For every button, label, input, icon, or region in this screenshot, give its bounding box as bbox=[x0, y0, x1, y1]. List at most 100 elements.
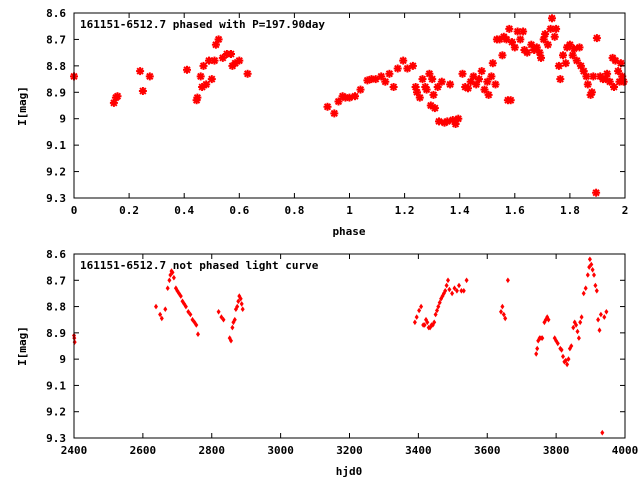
unphased-light-curve-panel: 2400 2600 2800 3000 3200 3400 3600 3800 4000 8.6 8… bbox=[16, 248, 638, 478]
unphased-data-point bbox=[592, 272, 596, 278]
unphased-data-point bbox=[596, 316, 601, 323]
phased-data-point bbox=[193, 93, 202, 102]
phased-data-point bbox=[541, 30, 550, 39]
unphased-data-point bbox=[436, 303, 441, 310]
phased-data-point bbox=[587, 88, 596, 97]
phased-data-point bbox=[552, 24, 561, 33]
unphased-data-point bbox=[587, 256, 592, 263]
unphased-y-tick-label: 8.9 bbox=[46, 327, 66, 340]
phased-data-point bbox=[356, 85, 365, 94]
unphased-y-axis-label: I[mag] bbox=[16, 326, 29, 366]
phased-data-points bbox=[70, 14, 628, 197]
phased-data-point bbox=[411, 83, 420, 91]
phased-data-point bbox=[484, 90, 493, 99]
phased-data-point bbox=[443, 117, 452, 126]
phased-data-point bbox=[480, 85, 489, 94]
unphased-data-point bbox=[585, 272, 590, 278]
unphased-data-point bbox=[559, 347, 564, 353]
unphased-data-point bbox=[604, 309, 609, 315]
phased-y-tick-label: 8.7 bbox=[46, 33, 66, 46]
unphased-data-point bbox=[566, 356, 571, 362]
unphased-data-point bbox=[578, 319, 583, 326]
phased-data-point bbox=[554, 61, 563, 70]
phased-x-tick-label: 0.2 bbox=[119, 204, 139, 217]
phased-data-point bbox=[523, 48, 532, 57]
phased-x-tick-label: 0.4 bbox=[174, 204, 194, 217]
phased-data-point bbox=[211, 40, 220, 49]
phased-data-point bbox=[377, 72, 386, 81]
unphased-data-point bbox=[505, 277, 510, 284]
unphased-x-tick-label: 2800 bbox=[199, 444, 226, 457]
phased-data-point bbox=[616, 59, 625, 68]
unphased-data-point bbox=[501, 311, 506, 318]
phased-data-point bbox=[451, 120, 460, 128]
unphased-data-point bbox=[444, 282, 449, 289]
unphased-data-point bbox=[414, 314, 419, 320]
phased-data-point bbox=[433, 83, 442, 91]
unphased-data-point bbox=[574, 322, 579, 328]
unphased-data-point bbox=[555, 340, 560, 347]
phased-data-point bbox=[145, 72, 154, 81]
unphased-data-point bbox=[230, 324, 235, 331]
phased-light-curve-panel: 0 0.2 0.4 0.6 0.8 1 1.2 1.4 1.6 1.8 2 8.6 8.7 8.8 8.9 9… bbox=[16, 7, 628, 238]
phased-data-point bbox=[488, 59, 497, 68]
unphased-data-point bbox=[196, 331, 200, 337]
phased-data-point bbox=[491, 80, 500, 89]
phased-x-tick-label: 2 bbox=[622, 204, 629, 217]
phased-data-point bbox=[589, 72, 598, 81]
unphased-data-point bbox=[546, 316, 551, 323]
unphased-data-point bbox=[433, 311, 438, 318]
phased-x-tick-label: 0 bbox=[71, 204, 78, 217]
unphased-data-point bbox=[459, 288, 464, 294]
phased-data-point bbox=[418, 75, 427, 84]
unphased-x-tick-label: 2600 bbox=[130, 444, 157, 457]
phased-data-point bbox=[548, 14, 556, 23]
phased-data-point bbox=[556, 75, 565, 84]
phased-data-point bbox=[183, 65, 191, 74]
phased-data-point bbox=[330, 109, 339, 118]
phased-data-point bbox=[576, 61, 585, 70]
unphased-x-tick-label: 4000 bbox=[612, 444, 639, 457]
unphased-y-tick-label: 8.8 bbox=[46, 301, 66, 314]
phased-data-point bbox=[199, 61, 208, 70]
phased-data-point bbox=[572, 56, 581, 65]
unphased-data-point bbox=[503, 315, 508, 322]
phased-x-tick-label: 1.6 bbox=[505, 204, 525, 217]
unphased-data-point bbox=[154, 303, 158, 310]
phased-data-point bbox=[614, 67, 623, 76]
unphased-data-point bbox=[159, 315, 164, 322]
phased-data-point bbox=[235, 56, 244, 65]
unphased-data-point bbox=[239, 301, 244, 307]
phased-data-point bbox=[510, 43, 519, 52]
phased-data-point bbox=[393, 64, 402, 73]
phased-data-point bbox=[532, 43, 541, 52]
unphased-axis-ticks: 2400 2600 2800 3000 3200 3400 3600 3800 4000 8.6 8… bbox=[46, 248, 638, 457]
phased-data-point bbox=[506, 96, 515, 105]
phased-data-point bbox=[570, 44, 578, 53]
phased-data-point bbox=[399, 56, 408, 65]
unphased-data-point bbox=[597, 327, 602, 333]
unphased-data-point bbox=[461, 288, 466, 294]
phased-data-point bbox=[502, 35, 511, 44]
phased-data-point bbox=[472, 80, 481, 89]
phased-data-point bbox=[508, 38, 516, 47]
phased-data-point bbox=[429, 90, 438, 99]
unphased-data-point bbox=[158, 311, 163, 318]
unphased-data-point bbox=[450, 290, 455, 297]
unphased-data-point bbox=[534, 351, 539, 357]
phased-data-point bbox=[592, 188, 601, 197]
phased-data-point bbox=[605, 77, 614, 86]
unphased-y-tick-label: 9 bbox=[59, 353, 66, 366]
phased-data-point bbox=[243, 69, 252, 78]
phased-y-tick-label: 9 bbox=[59, 113, 66, 126]
unphased-data-point bbox=[432, 319, 437, 326]
unphased-data-point bbox=[167, 277, 172, 284]
phased-x-tick-label: 0.8 bbox=[284, 204, 304, 217]
phased-data-point bbox=[519, 27, 528, 36]
phased-data-point bbox=[458, 69, 467, 78]
unphased-x-tick-label: 2400 bbox=[61, 444, 88, 457]
phased-data-point bbox=[385, 69, 394, 78]
unphased-data-point bbox=[571, 324, 576, 331]
unphased-data-point bbox=[165, 285, 170, 291]
